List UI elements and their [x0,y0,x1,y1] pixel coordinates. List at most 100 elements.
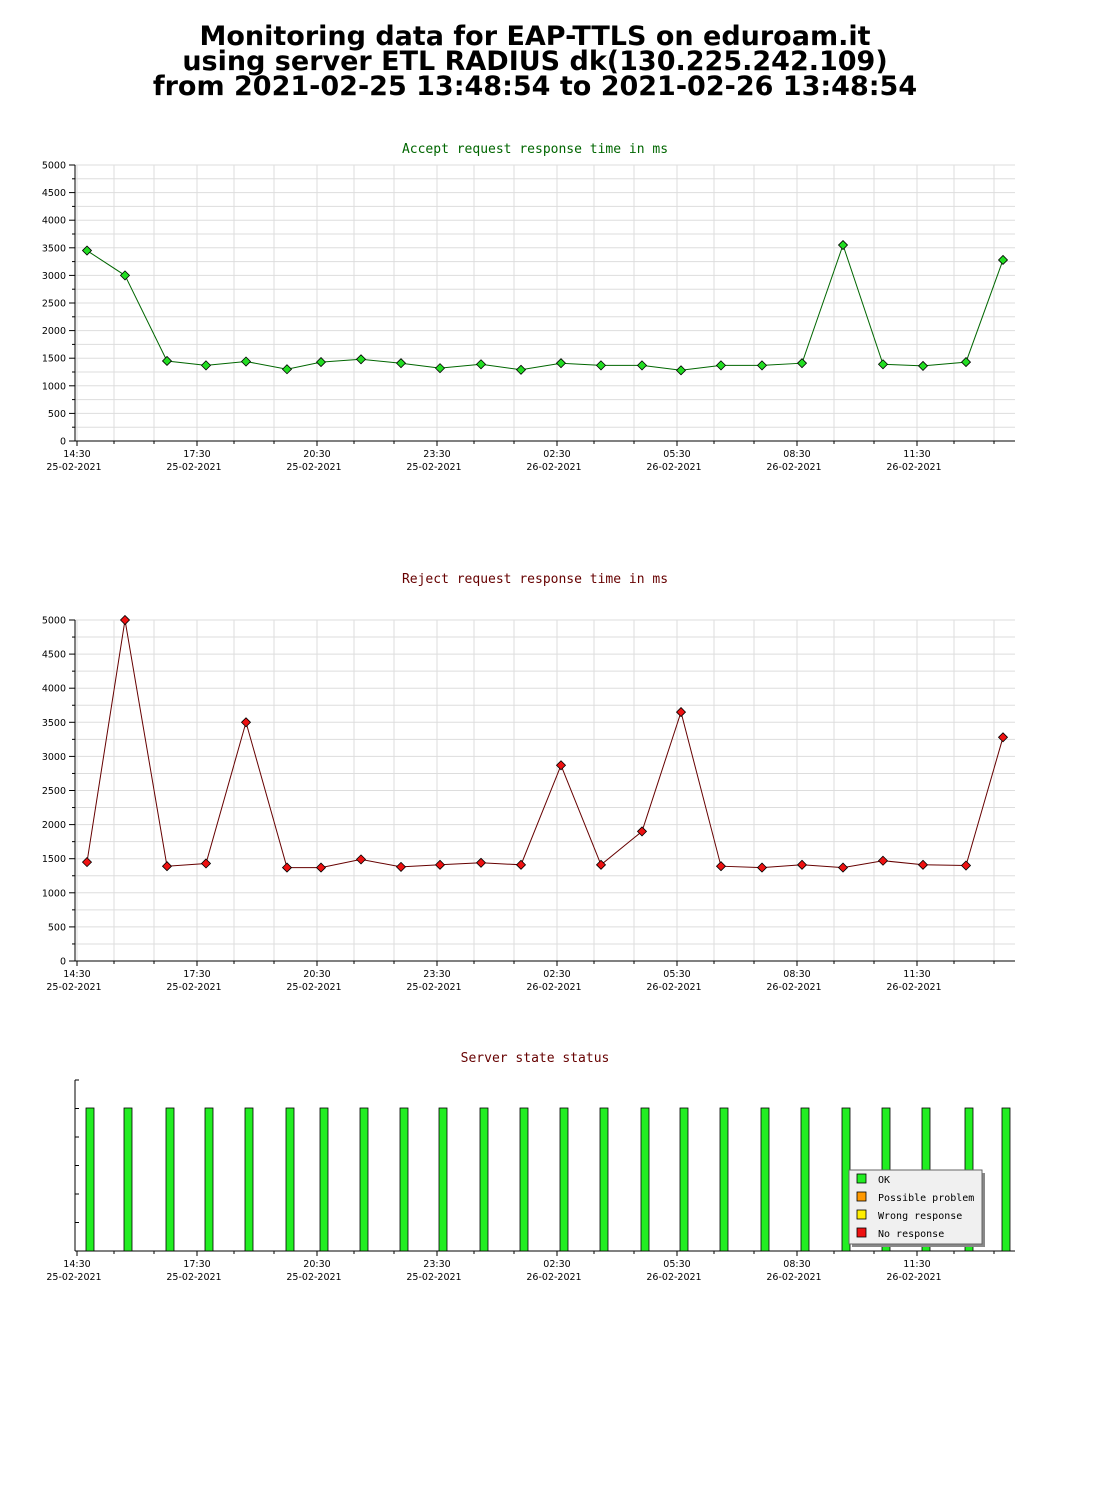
reject-x-tick-date: 26-02-2021 [766,982,821,993]
accept-data-point [796,358,808,369]
reject-data-point [434,859,446,870]
state-legend-swatch [856,1209,867,1220]
reject-x-tick-time: 02:30 [543,969,570,980]
reject-y-tick-label: 3500 [42,718,66,729]
state-state-bar [559,1107,569,1252]
accept-x-tick-time: 17:30 [183,449,210,460]
reject-x-tick-time: 17:30 [183,969,210,980]
reject-y-tick-label: 4000 [42,684,66,695]
accept-data-point [715,360,727,371]
reject-data-point [315,862,327,873]
reject-x-tick-date: 25-02-2021 [46,982,101,993]
reject-data-point [960,860,972,871]
state-legend-swatch [856,1227,867,1238]
accept-x-tick-date: 25-02-2021 [46,462,101,473]
accept-x-tick-time: 05:30 [663,449,690,460]
state-x-tick-date: 25-02-2021 [286,1272,341,1283]
state-x-tick-time: 17:30 [183,1259,210,1270]
reject-data-point [877,855,889,866]
state-state-bar [599,1107,609,1252]
state-x-tick-date: 26-02-2021 [766,1272,821,1283]
title-line-2: using server ETL RADIUS dk(130.225.242.1… [182,46,888,77]
reject-data-point [997,732,1009,743]
reject-x-tick-time: 05:30 [663,969,690,980]
accept-data-point [877,359,889,370]
accept-data-point [281,364,293,375]
reject-data-point [756,862,768,873]
state-chart-title: Server state status [461,1051,610,1066]
accept-y-tick-label: 500 [48,409,66,420]
state-legend [848,1169,983,1245]
reject-chart-title: Reject request response time in ms [402,572,668,587]
accept-data-point [200,360,212,371]
state-state-bar [679,1107,689,1252]
reject-x-tick-date: 25-02-2021 [166,982,221,993]
state-x-tick-date: 26-02-2021 [646,1272,701,1283]
reject-y-tick-label: 2000 [42,820,66,831]
accept-x-tick-date: 25-02-2021 [286,462,341,473]
accept-data-point [960,356,972,368]
state-x-tick-date: 25-02-2021 [406,1272,461,1283]
accept-data-point [595,360,607,371]
accept-x-tick-date: 26-02-2021 [886,462,941,473]
state-state-bar [285,1107,295,1252]
accept-x-tick-date: 26-02-2021 [646,462,701,473]
reject-data-point [281,862,293,873]
accept-data-point [515,364,527,375]
state-legend-swatch [856,1191,867,1202]
state-x-tick-time: 05:30 [663,1259,690,1270]
accept-data-point [636,360,648,371]
state-legend-label: No response [878,1229,944,1240]
state-state-bar [1001,1107,1011,1252]
state-state-bar [760,1107,770,1252]
reject-data-point [355,854,367,865]
reject-y-tick-label: 0 [60,957,66,968]
reject-data-point [917,859,929,870]
state-x-tick-date: 26-02-2021 [886,1272,941,1283]
reject-x-tick-date: 26-02-2021 [886,982,941,993]
state-state-bar [85,1107,95,1252]
reject-y-tick-label: 500 [48,922,66,933]
state-state-bar [719,1107,729,1252]
reject-x-tick-time: 14:30 [63,969,90,980]
state-x-tick-time: 23:30 [423,1259,450,1270]
state-state-bar [244,1107,254,1252]
title-line-3: from 2021-02-25 13:48:54 to 2021-02-26 1… [152,71,918,102]
accept-x-tick-time: 20:30 [303,449,330,460]
reject-data-point [636,826,648,837]
reject-data-point [837,862,849,873]
accept-y-tick-label: 3500 [42,243,66,254]
reject-data-point [161,861,173,872]
accept-data-point [555,358,567,369]
accept-y-tick-label: 0 [60,437,66,448]
reject-response-chart: Reject request response time in ms 0 500 10… [42,572,1015,993]
state-state-bar [479,1107,489,1252]
accept-data-point [119,270,131,281]
accept-data-point [756,360,768,371]
accept-x-tick-time: 14:30 [63,449,90,460]
reject-x-tick-date: 26-02-2021 [646,982,701,993]
accept-x-tick-time: 23:30 [423,449,450,460]
reject-x-tick-date: 25-02-2021 [286,982,341,993]
accept-data-point [81,245,93,256]
state-x-tick-time: 08:30 [783,1259,810,1270]
accept-y-tick-label: 1000 [42,381,66,392]
accept-x-tick-date: 25-02-2021 [166,462,221,473]
title-line-1: Monitoring data for EAP-TTLS on eduroam.… [199,21,871,52]
accept-y-tick-label: 2500 [42,299,66,310]
state-state-bar [165,1107,175,1252]
accept-chart-title: Accept request response time in ms [402,142,668,157]
accept-data-point [997,254,1009,266]
reject-data-point [715,861,727,872]
accept-data-point [475,359,487,370]
accept-x-tick-time: 11:30 [903,449,930,460]
reject-x-tick-time: 20:30 [303,969,330,980]
reject-series-line [86,619,1004,869]
reject-data-point [515,859,527,870]
reject-data-point [675,707,687,718]
reject-y-tick-label: 4500 [42,650,66,661]
accept-y-tick-label: 3000 [42,271,66,282]
reject-x-tick-time: 11:30 [903,969,930,980]
page-title: Monitoring data for EAP-TTLS on eduroam.… [0,21,1070,102]
reject-data-point [395,861,407,872]
